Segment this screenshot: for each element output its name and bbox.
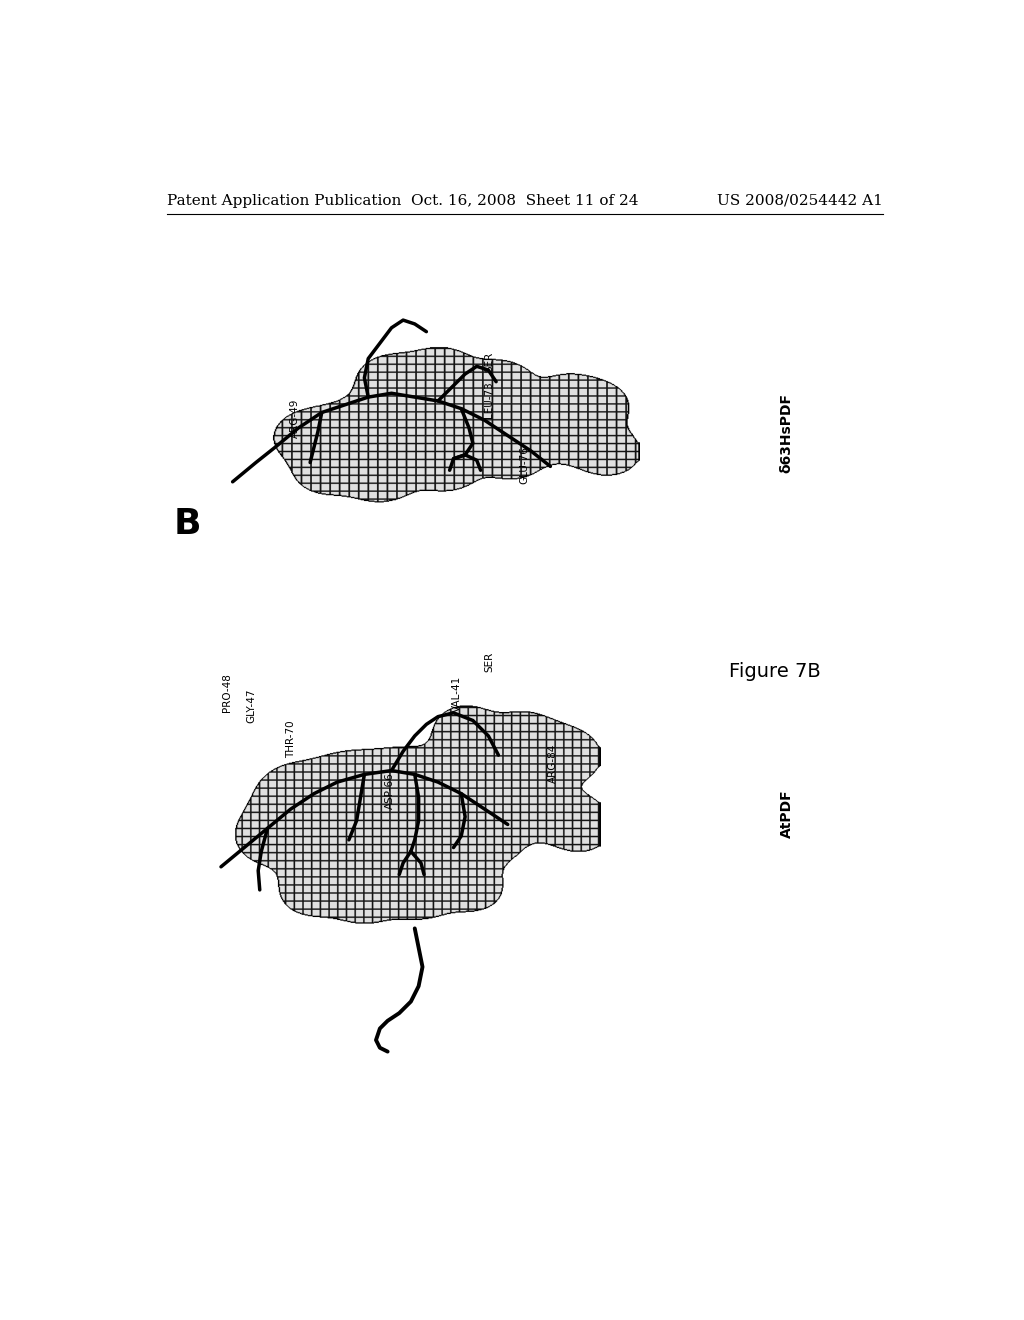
Text: AtPDF: AtPDF [779, 789, 794, 838]
Text: LEU-73: LEU-73 [484, 381, 495, 417]
Text: VAL-41: VAL-41 [453, 676, 463, 713]
Text: B: B [174, 507, 202, 541]
Text: Figure 7B: Figure 7B [729, 663, 820, 681]
Text: δ63HsPDF: δ63HsPDF [779, 393, 794, 473]
Text: SER: SER [484, 351, 495, 372]
Text: ASP-66: ASP-66 [385, 772, 395, 809]
Text: SER: SER [484, 652, 495, 672]
Text: Patent Application Publication: Patent Application Publication [167, 194, 401, 207]
Text: THR-70: THR-70 [286, 721, 296, 758]
Text: ARG-84: ARG-84 [548, 744, 558, 784]
Text: GLU-76: GLU-76 [520, 446, 529, 483]
Text: US 2008/0254442 A1: US 2008/0254442 A1 [717, 194, 883, 207]
Text: GLY-47: GLY-47 [246, 688, 256, 722]
Text: ARG-49: ARG-49 [290, 399, 300, 438]
Text: PRO-48: PRO-48 [222, 673, 232, 713]
Text: Oct. 16, 2008  Sheet 11 of 24: Oct. 16, 2008 Sheet 11 of 24 [411, 194, 639, 207]
